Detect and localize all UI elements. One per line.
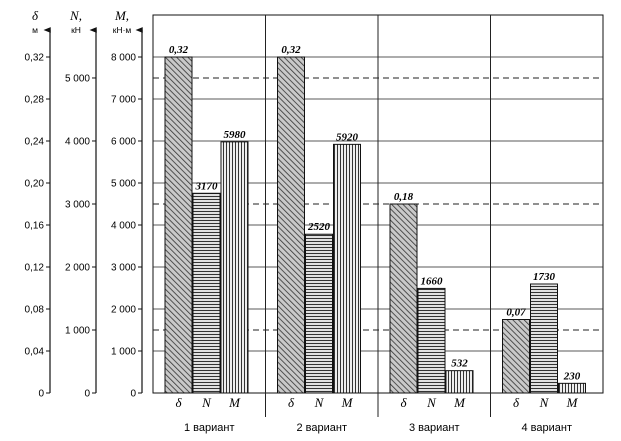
- bar-M: [558, 382, 586, 394]
- category-label: 2 вариант: [296, 422, 347, 434]
- bar-symbol-M: M: [453, 395, 466, 410]
- data-labels: 0,32 3170 5980 0,32 2520 5920 0,18 1660 532 0,07 1…: [169, 44, 581, 382]
- bar-symbol-delta: δ: [513, 395, 520, 410]
- bar-symbol-delta: δ: [288, 395, 295, 410]
- bar-N: [305, 233, 333, 394]
- tick-label-M: 0: [130, 389, 136, 400]
- tick-label-N: 4 000: [65, 136, 90, 147]
- data-label-delta: 0,18: [394, 191, 414, 203]
- axis-ticks: 0 0,04 0,08 0,12 0,16 0,20 0,24 0,28 0,32 0 1 000 2…: [25, 53, 142, 400]
- tick-label-N: 3 000: [65, 199, 90, 210]
- tick-label-delta: 0: [38, 389, 44, 400]
- tick-label-delta: 0,32: [25, 53, 45, 64]
- bar-N: [417, 287, 446, 394]
- data-label-M: 532: [451, 358, 468, 370]
- data-label-N: 1660: [421, 275, 444, 287]
- data-label-M: 5980: [224, 129, 247, 141]
- tick-label-N: 1 000: [65, 325, 90, 336]
- tick-label-N: 0: [84, 389, 90, 400]
- tick-label-M: 5 000: [111, 179, 136, 190]
- axis-title-N: N,: [69, 8, 82, 23]
- data-label-M: 5920: [336, 131, 359, 143]
- tick-label-delta: 0,20: [25, 179, 45, 190]
- bar-delta: [389, 203, 418, 394]
- bar-M: [445, 370, 474, 394]
- bar-N: [192, 192, 221, 394]
- tick-label-M: 2 000: [111, 305, 136, 316]
- tick-label-M: 4 000: [111, 221, 136, 232]
- category-label: 4 вариант: [521, 422, 572, 434]
- bar-symbol-N: N: [539, 395, 550, 410]
- bar-delta: [164, 56, 193, 394]
- bar-N: [530, 283, 558, 394]
- bar-symbol-N: N: [426, 395, 437, 410]
- tick-label-delta: 0,08: [25, 305, 45, 316]
- bar-symbol-N: N: [314, 395, 325, 410]
- data-label-N: 1730: [533, 271, 556, 283]
- tick-label-delta: 0,28: [25, 95, 45, 106]
- bar-symbol-delta: δ: [400, 395, 407, 410]
- category-label: 3 вариант: [409, 422, 460, 434]
- bar-delta: [502, 319, 530, 394]
- tick-label-delta: 0,04: [25, 347, 45, 358]
- axis-unit-M: кН·м: [113, 25, 132, 35]
- bars: [164, 56, 586, 394]
- tick-label-delta: 0,16: [25, 221, 45, 232]
- category-label: 1 вариант: [184, 422, 235, 434]
- data-label-delta: 0,32: [169, 44, 189, 56]
- tick-label-N: 2 000: [65, 262, 90, 273]
- tick-label-M: 3 000: [111, 263, 136, 274]
- axis-title-M: M,: [114, 8, 129, 23]
- tick-label-delta: 0,12: [25, 263, 45, 274]
- data-label-N: 3170: [195, 180, 219, 192]
- bar-symbol-M: M: [228, 395, 241, 410]
- tick-label-delta: 0,24: [25, 137, 45, 148]
- tick-label-M: 8 000: [111, 53, 136, 64]
- tick-label-M: 7 000: [111, 95, 136, 106]
- bar-M: [220, 141, 249, 394]
- data-label-M: 230: [563, 370, 581, 382]
- tick-label-M: 6 000: [111, 137, 136, 148]
- bar-M: [333, 143, 361, 394]
- data-label-N: 2520: [307, 221, 331, 233]
- data-label-delta: 0,07: [506, 307, 526, 319]
- axis-unit-delta: м: [32, 25, 38, 35]
- bar-symbol-delta: δ: [175, 395, 182, 410]
- tick-label-N: 5 000: [65, 73, 90, 84]
- axis-unit-N: кН: [71, 25, 81, 35]
- bar-symbol-M: M: [341, 395, 354, 410]
- tick-label-M: 1 000: [111, 347, 136, 358]
- bar-delta: [277, 56, 305, 394]
- bar-symbol-N: N: [201, 395, 212, 410]
- bar-symbol-M: M: [566, 395, 579, 410]
- data-label-delta: 0,32: [281, 44, 301, 56]
- axis-title-delta: δ: [32, 8, 39, 23]
